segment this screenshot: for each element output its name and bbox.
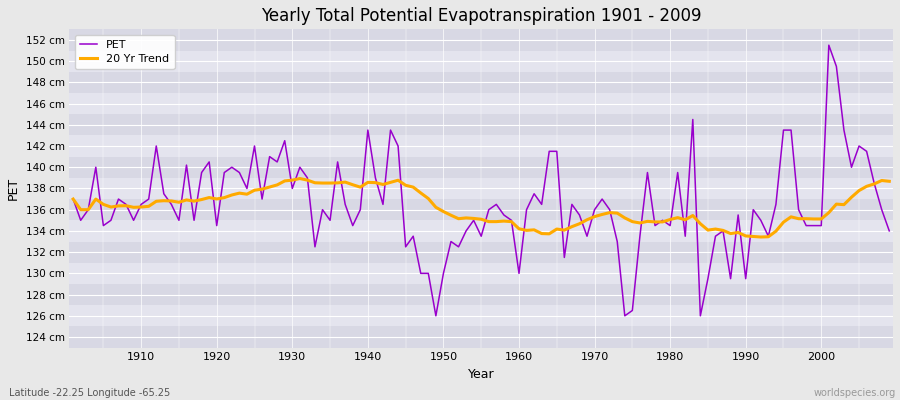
20 Yr Trend bbox=[294, 176, 305, 181]
PET bbox=[521, 207, 532, 212]
Bar bbox=[69, 72, 893, 93]
Bar bbox=[69, 135, 893, 157]
Line: PET: PET bbox=[73, 45, 889, 316]
20 Yr Trend bbox=[68, 197, 78, 202]
20 Yr Trend bbox=[884, 179, 895, 184]
20 Yr Trend bbox=[514, 226, 525, 231]
Bar bbox=[69, 220, 893, 242]
Bar bbox=[69, 242, 893, 263]
Bar bbox=[69, 263, 893, 284]
20 Yr Trend bbox=[347, 182, 358, 187]
PET bbox=[68, 197, 78, 202]
PET bbox=[884, 228, 895, 233]
Bar bbox=[69, 29, 893, 50]
PET bbox=[430, 314, 441, 318]
20 Yr Trend bbox=[755, 235, 766, 240]
Bar bbox=[69, 199, 893, 220]
PET bbox=[514, 271, 525, 276]
PET bbox=[340, 202, 351, 207]
PET bbox=[612, 239, 623, 244]
20 Yr Trend bbox=[612, 211, 623, 216]
Text: Latitude -22.25 Longitude -65.25: Latitude -22.25 Longitude -65.25 bbox=[9, 388, 170, 398]
20 Yr Trend bbox=[302, 178, 313, 182]
20 Yr Trend bbox=[521, 228, 532, 233]
Text: worldspecies.org: worldspecies.org bbox=[814, 388, 896, 398]
Bar bbox=[69, 50, 893, 72]
X-axis label: Year: Year bbox=[468, 368, 494, 381]
Bar bbox=[69, 93, 893, 114]
Bar bbox=[69, 305, 893, 326]
Title: Yearly Total Potential Evapotranspiration 1901 - 2009: Yearly Total Potential Evapotranspiratio… bbox=[261, 7, 701, 25]
Bar bbox=[69, 114, 893, 135]
Bar bbox=[69, 157, 893, 178]
Bar bbox=[69, 178, 893, 199]
20 Yr Trend bbox=[128, 205, 139, 210]
Legend: PET, 20 Yr Trend: PET, 20 Yr Trend bbox=[75, 35, 175, 70]
PET bbox=[128, 218, 139, 223]
Y-axis label: PET: PET bbox=[7, 177, 20, 200]
Bar bbox=[69, 284, 893, 305]
Line: 20 Yr Trend: 20 Yr Trend bbox=[73, 178, 889, 237]
Bar bbox=[69, 326, 893, 348]
PET bbox=[824, 43, 834, 48]
PET bbox=[294, 165, 305, 170]
